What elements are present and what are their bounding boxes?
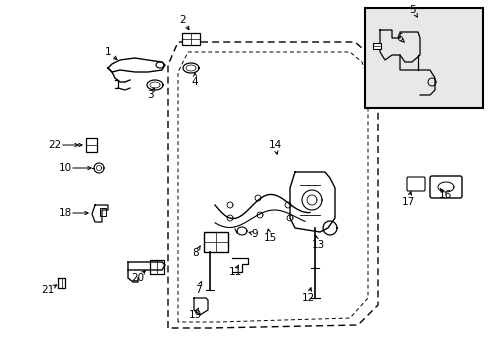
Text: 5: 5: [409, 5, 415, 15]
Text: 22: 22: [48, 140, 61, 150]
Text: 1: 1: [104, 47, 111, 57]
Bar: [150, 260, 163, 274]
Text: 8: 8: [192, 248, 199, 258]
Bar: [364, 8, 482, 108]
Bar: [372, 43, 380, 49]
Text: 10: 10: [59, 163, 71, 173]
Text: 7: 7: [194, 285, 201, 295]
Text: 17: 17: [401, 197, 414, 207]
Text: 15: 15: [263, 233, 276, 243]
Text: 21: 21: [41, 285, 55, 295]
Text: 12: 12: [301, 293, 314, 303]
FancyBboxPatch shape: [429, 176, 461, 198]
Text: 14: 14: [268, 140, 281, 150]
Text: 4: 4: [191, 77, 198, 87]
Text: 16: 16: [437, 190, 451, 200]
Bar: [182, 33, 200, 45]
FancyBboxPatch shape: [406, 177, 424, 191]
Bar: [86, 138, 97, 152]
Text: 3: 3: [146, 90, 153, 100]
Bar: [203, 232, 227, 252]
Text: 18: 18: [58, 208, 71, 218]
Text: 19: 19: [188, 310, 201, 320]
Text: 9: 9: [251, 229, 258, 239]
Text: 13: 13: [311, 240, 324, 250]
Text: 2: 2: [179, 15, 186, 25]
Text: 11: 11: [228, 267, 241, 277]
Text: 6: 6: [396, 33, 403, 43]
Text: 20: 20: [131, 273, 144, 283]
Bar: [100, 208, 106, 216]
